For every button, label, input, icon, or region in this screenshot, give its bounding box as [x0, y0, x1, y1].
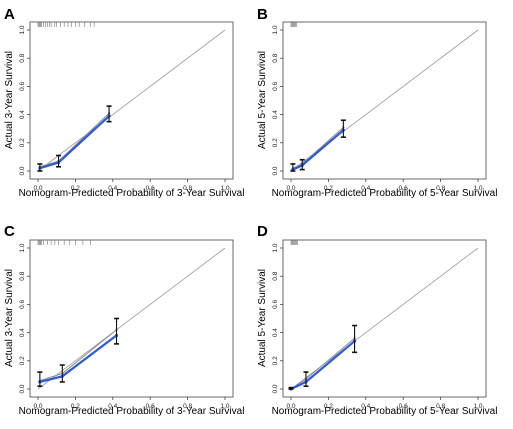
y-tick-label: 0.8	[19, 271, 26, 280]
y-tick-label: 0.4	[19, 328, 26, 337]
apparent-line	[39, 329, 117, 382]
x-tick-label: 0.4	[108, 185, 117, 192]
apparent-line	[39, 112, 110, 168]
calibration-panel-b: B0.0 0.2 0.4 0.6 0.8 1.00.00.20.40.60.81.0Nom…	[257, 6, 497, 199]
x-tick-label: 0.8	[183, 185, 192, 192]
y-tick-label: 0.6	[272, 82, 279, 91]
plot-frame	[29, 21, 234, 180]
x-tick-label: 0.4	[108, 403, 117, 410]
x-tick-label: 0.6	[399, 403, 408, 410]
y-tick-label: 1.0	[19, 243, 26, 252]
ideal-reference-line	[37, 29, 226, 172]
x-axis-title: Nomogram-Predicted Probability of 3-Year…	[19, 188, 245, 199]
x-tick-label: 1.0	[220, 403, 229, 410]
y-tick-label: 0.0	[272, 384, 279, 393]
x-tick-label: 0.8	[436, 185, 445, 192]
calibrated-line	[39, 115, 110, 170]
y-axis-title: Actual 5-Year Survival	[257, 269, 268, 367]
x-tick-label: 0.0	[286, 403, 295, 410]
x-tick-label: 0.2	[71, 185, 80, 192]
panel-label: B	[257, 6, 268, 23]
x-tick-label: 0.4	[361, 403, 370, 410]
x-tick-label: 0.6	[399, 185, 408, 192]
x-tick-label: 0.4	[361, 185, 370, 192]
y-tick-label: 0.0	[272, 166, 279, 175]
y-axis-title: Actual 3-Year Survival	[4, 269, 15, 367]
x-tick-label: 0.2	[324, 403, 333, 410]
x-tick-label: 1.0	[220, 185, 229, 192]
plot-frame	[282, 21, 487, 180]
y-tick-label: 0.2	[272, 138, 279, 147]
x-tick-label: 0.6	[146, 403, 155, 410]
y-tick-label: 0.6	[19, 82, 26, 91]
x-axis-title: Nomogram-Predicted Probability of 5-Year…	[272, 188, 498, 199]
y-tick-label: 0.2	[19, 356, 26, 365]
x-tick-label: 1.0	[473, 403, 482, 410]
y-tick-label: 0.0	[19, 384, 26, 393]
y-tick-label: 0.6	[19, 300, 26, 309]
y-tick-label: 0.6	[272, 300, 279, 309]
x-tick-label: 0.2	[324, 185, 333, 192]
plot-frame	[282, 239, 487, 398]
panel-label: D	[257, 223, 268, 240]
calibration-panel-a: A0.0 0.2 0.4 0.6 0.8 1.00.00.20.40.60.81.0Nom…	[4, 6, 244, 199]
x-axis-title: Nomogram-Predicted Probability of 3-Year…	[19, 406, 245, 417]
y-axis-title: Actual 3-Year Survival	[4, 51, 15, 149]
x-tick-label: 0.6	[146, 185, 155, 192]
y-tick-label: 0.4	[19, 110, 26, 119]
y-tick-label: 1.0	[272, 25, 279, 34]
x-tick-label: 0.2	[71, 403, 80, 410]
x-tick-label: 0.0	[33, 403, 42, 410]
plot-frame	[29, 239, 234, 398]
y-tick-label: 1.0	[272, 243, 279, 252]
x-tick-label: 1.0	[473, 185, 482, 192]
x-tick-label: 0.8	[183, 403, 192, 410]
calibration-panel-d: D0.0 0.2 0.4 0.6 0.8 1.00.00.20.40.60.81.0Nom…	[257, 223, 497, 417]
x-axis-title: Nomogram-Predicted Probability of 5-Year…	[272, 406, 498, 417]
x-tick-label: 0.8	[436, 403, 445, 410]
y-tick-label: 0.8	[272, 53, 279, 62]
y-tick-label: 0.8	[272, 271, 279, 280]
y-tick-label: 0.8	[19, 53, 26, 62]
y-tick-label: 0.2	[19, 138, 26, 147]
y-tick-label: 0.4	[272, 328, 279, 337]
y-tick-label: 0.4	[272, 110, 279, 119]
calibration-panel-c: C0.0 0.2 0.4 0.6 0.8 1.00.00.20.40.60.81.0Nom…	[4, 223, 244, 417]
y-axis-title: Actual 5-Year Survival	[257, 51, 268, 149]
y-tick-label: 0.0	[19, 166, 26, 175]
x-tick-label: 0.0	[33, 185, 42, 192]
ideal-reference-line	[37, 247, 226, 390]
panel-label: C	[4, 223, 15, 240]
apparent-line	[292, 126, 344, 169]
y-tick-label: 0.2	[272, 356, 279, 365]
y-tick-label: 1.0	[19, 25, 26, 34]
x-tick-label: 0.0	[286, 185, 295, 192]
panel-label: A	[4, 6, 15, 23]
